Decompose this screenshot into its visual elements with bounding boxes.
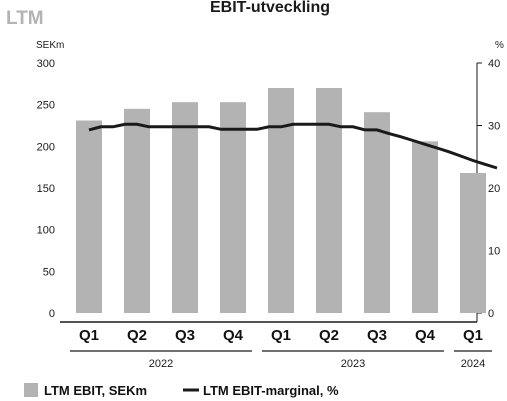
- category-label: Q2: [319, 327, 339, 344]
- year-label: 2024: [461, 358, 485, 370]
- ebit-bar: [412, 141, 438, 313]
- category-label: Q1: [271, 327, 291, 344]
- category-label: Q3: [367, 327, 387, 344]
- category-labels: Q1 Q2 Q3 Q4 Q1 Q2 Q3 Q4 Q1: [79, 327, 483, 344]
- left-tick-label: 200: [37, 141, 55, 153]
- left-axis-ticks: 0 50 100 150 200 250 300: [37, 58, 55, 320]
- legend-bar-label: LTM EBIT, SEKm: [44, 383, 147, 398]
- category-label: Q4: [223, 327, 244, 344]
- year-label: 2022: [149, 358, 173, 370]
- left-tick-label: 50: [43, 266, 55, 278]
- legend: LTM EBIT, SEKm LTM EBIT-marginal, %: [24, 383, 339, 398]
- legend-line-label: LTM EBIT-marginal, %: [203, 383, 339, 398]
- right-axis-ticks: 0 10 20 30 40: [477, 58, 500, 320]
- right-tick-label: 40: [488, 58, 500, 70]
- category-label: Q1: [463, 327, 483, 344]
- left-tick-label: 0: [49, 308, 55, 320]
- ebit-bar: [220, 102, 246, 314]
- ebit-bar: [460, 173, 486, 313]
- right-tick-label: 20: [488, 183, 500, 195]
- left-tick-label: 300: [37, 58, 55, 70]
- ebit-bar: [316, 88, 342, 313]
- right-tick-label: 0: [488, 308, 494, 320]
- chart-heading: EBIT-utveckling: [210, 0, 330, 16]
- right-tick-label: 10: [488, 246, 500, 258]
- ebit-bar: [124, 108, 150, 313]
- left-tick-label: 150: [37, 183, 55, 195]
- year-labels: 2022 2023 2024: [70, 350, 492, 370]
- right-axis-unit: %: [495, 40, 504, 51]
- margin-line: [88, 122, 498, 170]
- category-label: Q3: [175, 327, 195, 344]
- category-label: Q2: [127, 327, 147, 344]
- year-label: 2023: [341, 358, 365, 370]
- category-label: Q1: [79, 327, 99, 344]
- chart-title: LTM: [6, 8, 44, 29]
- ebit-bar: [364, 112, 390, 314]
- ebit-bars: [76, 88, 486, 314]
- category-label: Q4: [415, 327, 436, 344]
- ebit-bar: [268, 88, 294, 313]
- ebit-bar: [76, 120, 102, 313]
- left-tick-label: 100: [37, 225, 55, 237]
- right-tick-label: 30: [488, 121, 500, 133]
- left-tick-label: 250: [37, 100, 55, 112]
- left-axis-unit: SEKm: [36, 40, 64, 51]
- ebit-bar: [172, 102, 198, 314]
- legend-bar-swatch: [24, 383, 38, 397]
